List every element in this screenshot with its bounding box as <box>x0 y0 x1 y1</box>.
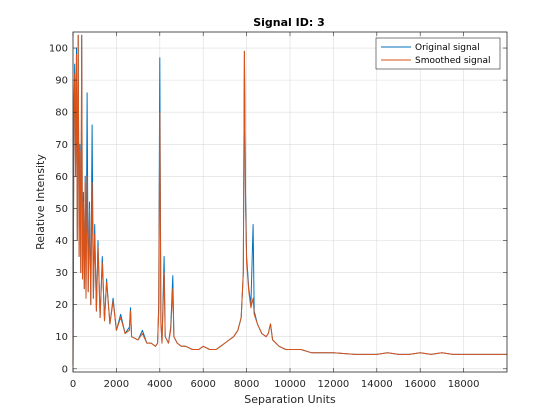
y-tick-labels: 0 10 20 30 40 50 60 70 80 90 100 <box>49 44 68 376</box>
legend-label-smoothed: Smoothed signal <box>415 56 490 66</box>
y-tick-label: 50 <box>55 204 68 215</box>
x-tick-label: 2000 <box>104 379 129 390</box>
y-tick-label: 100 <box>49 44 68 55</box>
x-axis-label: Separation Units <box>244 393 336 406</box>
series-layer <box>72 34 507 366</box>
y-tick-label: 30 <box>55 268 68 279</box>
x-tick-label: 8000 <box>234 379 259 390</box>
grid <box>72 32 507 372</box>
chart-title: Signal ID: 3 <box>253 16 325 29</box>
y-tick-label: 20 <box>55 300 68 311</box>
y-axis-label: Relative Intensity <box>34 154 47 250</box>
legend-label-original: Original signal <box>415 43 480 53</box>
y-tick-label: 0 <box>62 364 68 375</box>
x-tick-label: 18000 <box>448 379 480 390</box>
x-tick-label: 0 <box>70 379 76 390</box>
x-tick-label: 4000 <box>147 379 172 390</box>
y-tick-label: 90 <box>55 76 68 87</box>
x-tick-label: 10000 <box>274 379 306 390</box>
tick-marks <box>72 32 507 372</box>
legend-box <box>375 37 501 70</box>
x-tick-label: 16000 <box>404 379 436 390</box>
y-tick-label: 60 <box>55 172 68 183</box>
y-tick-label: 10 <box>55 332 68 343</box>
x-tick-label: 12000 <box>317 379 349 390</box>
legend: Original signal Smoothed signal <box>375 37 501 70</box>
y-tick-label: 70 <box>55 140 68 151</box>
y-tick-label: 40 <box>55 236 68 247</box>
series-line-smoothed <box>72 34 507 366</box>
x-tick-label: 6000 <box>190 379 215 390</box>
y-tick-label: 80 <box>55 108 68 119</box>
x-tick-label: 14000 <box>361 379 393 390</box>
plot-area <box>72 31 508 373</box>
x-tick-labels: 0 2000 4000 6000 8000 10000 12000 14000 16000 180… <box>70 379 480 390</box>
